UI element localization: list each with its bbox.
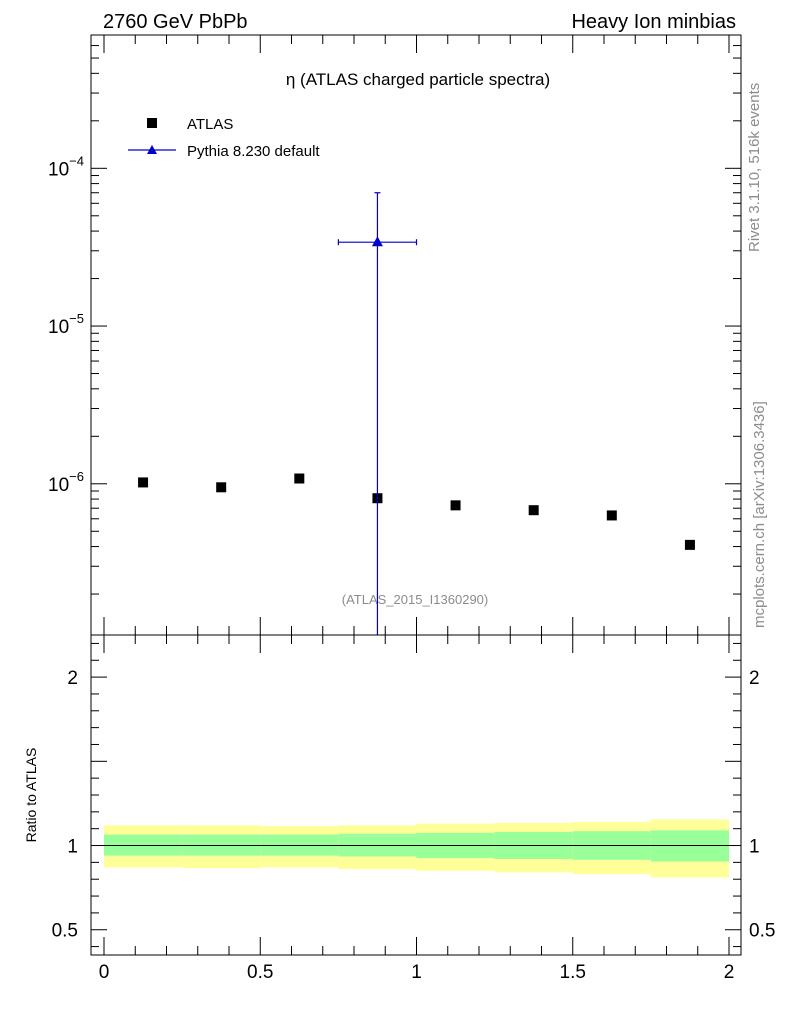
ratio-y-tick-label-right: 1 — [749, 837, 760, 858]
atlas-data-point — [606, 510, 617, 521]
ratio-y-tick-label-right: 2 — [749, 668, 760, 689]
main-y-tick-label: 10−4 — [48, 153, 84, 180]
atlas-data-point — [528, 505, 539, 516]
main-y-tick-label: 10−5 — [48, 311, 84, 338]
tick-base: 10 — [48, 475, 69, 496]
ratio-x-tick-label: 2 — [724, 962, 735, 983]
ratio-x-tick-label: 1 — [411, 962, 422, 983]
main-y-ticks — [91, 34, 741, 595]
atlas-data-point — [294, 473, 305, 484]
ratio-y-tick-label-right: 0.5 — [749, 921, 775, 942]
ratio-plot-frame — [90, 634, 742, 956]
header-right: Heavy Ion minbias — [571, 11, 736, 33]
main-y-tick-label: 10−6 — [48, 469, 84, 496]
ratio-x-tick-labels: 0 0.5 1 1.5 2 — [99, 962, 735, 983]
legend-label-pythia: Pythia 8.230 default — [187, 143, 320, 160]
legend: ATLAS Pythia 8.230 default — [128, 116, 320, 160]
tick-base: 10 — [48, 317, 69, 338]
ratio-x-tick-label: 0.5 — [247, 962, 273, 983]
legend-marker-atlas — [147, 118, 157, 128]
legend-label-atlas: ATLAS — [187, 116, 233, 133]
main-plot-panel: 10−610−510−4 η (ATLAS charged particle s… — [48, 34, 742, 636]
ratio-bands — [104, 819, 729, 878]
main-y-tick-labels: 10−610−510−4 — [48, 153, 84, 495]
header-left: 2760 GeV PbPb — [103, 11, 248, 33]
ratio-y-tick-label-left: 0.5 — [52, 921, 78, 942]
main-data-points — [138, 192, 695, 635]
legend-marker-pythia — [147, 145, 157, 154]
atlas-data-point — [138, 477, 149, 488]
analysis-watermark: (ATLAS_2015_I1360290) — [342, 592, 488, 607]
ratio-y-axis-label: Ratio to ATLAS — [23, 748, 39, 843]
tick-exponent: −6 — [69, 469, 84, 484]
ratio-y-tick-label-left: 2 — [67, 668, 78, 689]
mcplots-source-text: mcplots.cern.ch [arXiv:1306.3436] — [751, 401, 768, 628]
ratio-x-ticks — [103, 635, 730, 955]
pythia-data-point — [371, 236, 383, 247]
atlas-data-point — [684, 539, 695, 550]
main-x-ticks — [103, 35, 730, 635]
atlas-data-point — [216, 482, 227, 493]
ratio-x-tick-label: 0 — [99, 962, 110, 983]
plot-title: η (ATLAS charged particle spectra) — [286, 70, 550, 89]
ratio-x-tick-label: 1.5 — [560, 962, 586, 983]
ratio-plot-panel: 0.5 0.5 1 1 2 2 0 0.5 1 1.5 2 Ratio to ATLAS — [23, 634, 776, 983]
rivet-version-text: Rivet 3.1.10, 516k events — [746, 83, 763, 252]
tick-exponent: −5 — [69, 311, 84, 326]
tick-exponent: −4 — [69, 153, 84, 168]
ratio-y-tick-label-left: 1 — [67, 837, 78, 858]
ratio-y-ticks — [91, 642, 741, 948]
ratio-y-tick-labels: 0.5 0.5 1 1 2 2 — [52, 668, 776, 942]
tick-base: 10 — [48, 159, 69, 180]
atlas-data-point — [450, 500, 461, 511]
